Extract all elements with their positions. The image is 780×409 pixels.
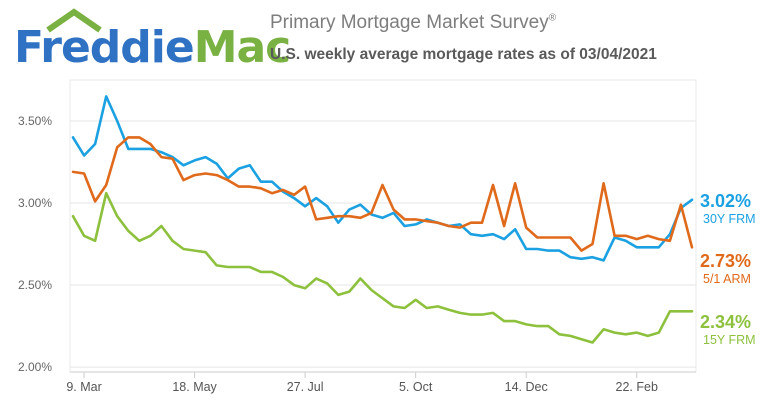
series-end-value: 2.73% [700, 251, 751, 271]
series-end-name: 5/1 ARM [703, 272, 751, 286]
chart-subtitle: U.S. weekly average mortgage rates as of… [270, 46, 657, 63]
logo-mac: Mac [193, 22, 292, 73]
x-tick-label: 14. Dec [505, 380, 548, 394]
series-lines [71, 95, 694, 344]
series-line-2 [71, 191, 694, 344]
title-text: Primary Mortgage Market Survey [270, 12, 549, 33]
series-line-0 [71, 95, 694, 262]
gridlines [70, 120, 696, 368]
x-tick-label: 27. Jul [287, 380, 324, 394]
series-line-1 [71, 136, 694, 252]
series-end-name: 15Y FRM [703, 333, 756, 347]
x-tick-label: 18. May [172, 380, 217, 394]
y-tick-label: 3.00% [18, 196, 52, 210]
freddie-mac-logo: FreddieMac [14, 8, 291, 78]
series-end-name: 30Y FRM [703, 212, 756, 226]
x-tick-label: 5. Oct [399, 380, 433, 394]
house-roof-icon [46, 8, 102, 33]
y-tick-label: 2.00% [18, 360, 52, 374]
series-end-labels: 3.02%30Y FRM 2.73%5/1 ARM 2.34%15Y FRM [700, 191, 756, 347]
y-axis: 2.00% 2.50% 3.00% 3.50% [18, 114, 52, 374]
series-end-value: 2.34% [700, 312, 751, 332]
logo-wordmark: FreddieMac [14, 26, 291, 70]
y-tick-label: 2.50% [18, 278, 52, 292]
series-end-value: 3.02% [700, 191, 751, 211]
plot-area [69, 79, 697, 373]
y-tick-label: 3.50% [18, 114, 52, 128]
logo-freddie: Freddie [14, 22, 195, 73]
x-tick-label: 9. Mar [66, 380, 101, 394]
chart-title: Primary Mortgage Market Survey® [270, 12, 556, 34]
registered-mark: ® [548, 12, 557, 24]
x-tick-label: 22. Feb [616, 380, 658, 394]
x-axis: 9. Mar 18. May 27. Jul 5. Oct 14. Dec 22. Feb [66, 372, 658, 394]
